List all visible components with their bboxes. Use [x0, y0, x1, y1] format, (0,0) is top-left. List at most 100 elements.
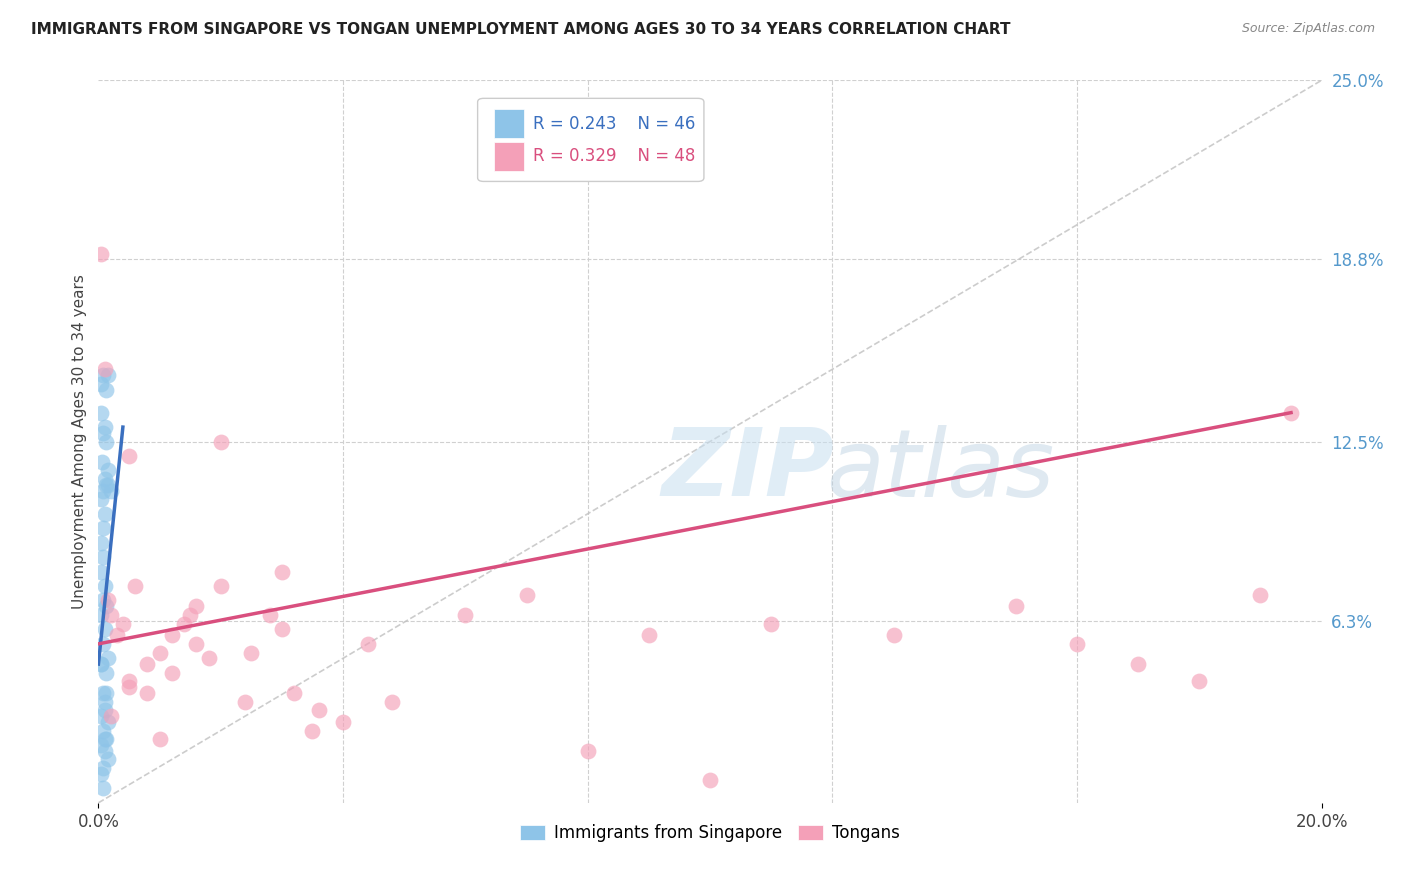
- Point: [93, 623, 115, 637]
- Point: [1128, 657, 1150, 671]
- Point: [100, 709, 122, 723]
- Point: [124, 579, 146, 593]
- Point: [93, 732, 115, 747]
- Point: [97, 478, 120, 492]
- Point: [90, 657, 112, 671]
- Point: [90, 657, 112, 671]
- Point: [118, 680, 141, 694]
- Point: [883, 628, 905, 642]
- Point: [240, 646, 263, 660]
- Point: [637, 628, 661, 642]
- Point: [160, 628, 183, 642]
- Point: [90, 376, 112, 391]
- Point: [516, 588, 538, 602]
- Point: [454, 607, 477, 622]
- Point: [91, 686, 114, 700]
- Point: [111, 616, 134, 631]
- Point: [97, 752, 120, 766]
- Point: [283, 686, 305, 700]
- Text: R = 0.243    N = 46: R = 0.243 N = 46: [533, 115, 695, 133]
- Point: [94, 478, 117, 492]
- Point: [160, 665, 183, 680]
- Point: [90, 607, 112, 622]
- Text: atlas: atlas: [827, 425, 1054, 516]
- Point: [270, 623, 292, 637]
- Legend: Immigrants from Singapore, Tongans: Immigrants from Singapore, Tongans: [513, 817, 907, 848]
- Point: [94, 665, 117, 680]
- Point: [94, 686, 117, 700]
- Point: [209, 434, 232, 449]
- Point: [91, 483, 114, 498]
- Point: [97, 593, 120, 607]
- Point: [94, 383, 117, 397]
- Point: [100, 607, 122, 622]
- Point: [93, 507, 115, 521]
- Point: [186, 599, 208, 614]
- Y-axis label: Unemployment Among Ages 30 to 34 years: Unemployment Among Ages 30 to 34 years: [72, 274, 87, 609]
- Point: [94, 732, 117, 747]
- Point: [308, 703, 330, 717]
- Point: [136, 657, 159, 671]
- Point: [97, 651, 120, 665]
- Point: [186, 637, 208, 651]
- Point: [332, 714, 354, 729]
- Point: [301, 723, 323, 738]
- Point: [91, 723, 114, 738]
- Point: [100, 483, 122, 498]
- Text: Source: ZipAtlas.com: Source: ZipAtlas.com: [1241, 22, 1375, 36]
- Point: [91, 521, 114, 535]
- Point: [91, 781, 114, 796]
- Point: [90, 535, 112, 549]
- Point: [90, 565, 112, 579]
- Point: [1249, 588, 1271, 602]
- Point: [1004, 599, 1026, 614]
- Point: [90, 406, 112, 420]
- Point: [179, 607, 201, 622]
- Point: [93, 703, 115, 717]
- Point: [270, 565, 292, 579]
- Point: [97, 463, 120, 477]
- Point: [233, 695, 256, 709]
- FancyBboxPatch shape: [494, 109, 524, 138]
- Point: [759, 616, 782, 631]
- Point: [1188, 674, 1211, 689]
- Point: [97, 368, 120, 382]
- Point: [91, 368, 114, 382]
- Point: [105, 628, 128, 642]
- Point: [118, 674, 141, 689]
- Point: [90, 246, 112, 260]
- Text: R = 0.329    N = 48: R = 0.329 N = 48: [533, 147, 695, 165]
- Point: [576, 744, 599, 758]
- Point: [381, 695, 404, 709]
- Point: [356, 637, 378, 651]
- Point: [93, 362, 115, 376]
- Point: [97, 714, 120, 729]
- Point: [118, 449, 141, 463]
- FancyBboxPatch shape: [478, 98, 704, 181]
- Point: [93, 695, 115, 709]
- Point: [93, 579, 115, 593]
- Point: [91, 550, 114, 565]
- Text: IMMIGRANTS FROM SINGAPORE VS TONGAN UNEMPLOYMENT AMONG AGES 30 TO 34 YEARS CORRE: IMMIGRANTS FROM SINGAPORE VS TONGAN UNEM…: [31, 22, 1011, 37]
- Point: [1279, 406, 1302, 420]
- FancyBboxPatch shape: [494, 142, 524, 170]
- Point: [91, 425, 114, 440]
- Point: [93, 420, 115, 434]
- Point: [259, 607, 281, 622]
- Point: [699, 772, 721, 787]
- Point: [209, 579, 232, 593]
- Point: [91, 761, 114, 775]
- Point: [1066, 637, 1088, 651]
- Point: [93, 744, 115, 758]
- Point: [91, 637, 114, 651]
- Point: [149, 646, 172, 660]
- Point: [173, 616, 195, 631]
- Text: ZIP: ZIP: [661, 425, 834, 516]
- Point: [94, 434, 117, 449]
- Point: [136, 686, 159, 700]
- Point: [149, 732, 172, 747]
- Point: [94, 599, 117, 614]
- Point: [93, 472, 115, 486]
- Point: [197, 651, 219, 665]
- Point: [90, 709, 112, 723]
